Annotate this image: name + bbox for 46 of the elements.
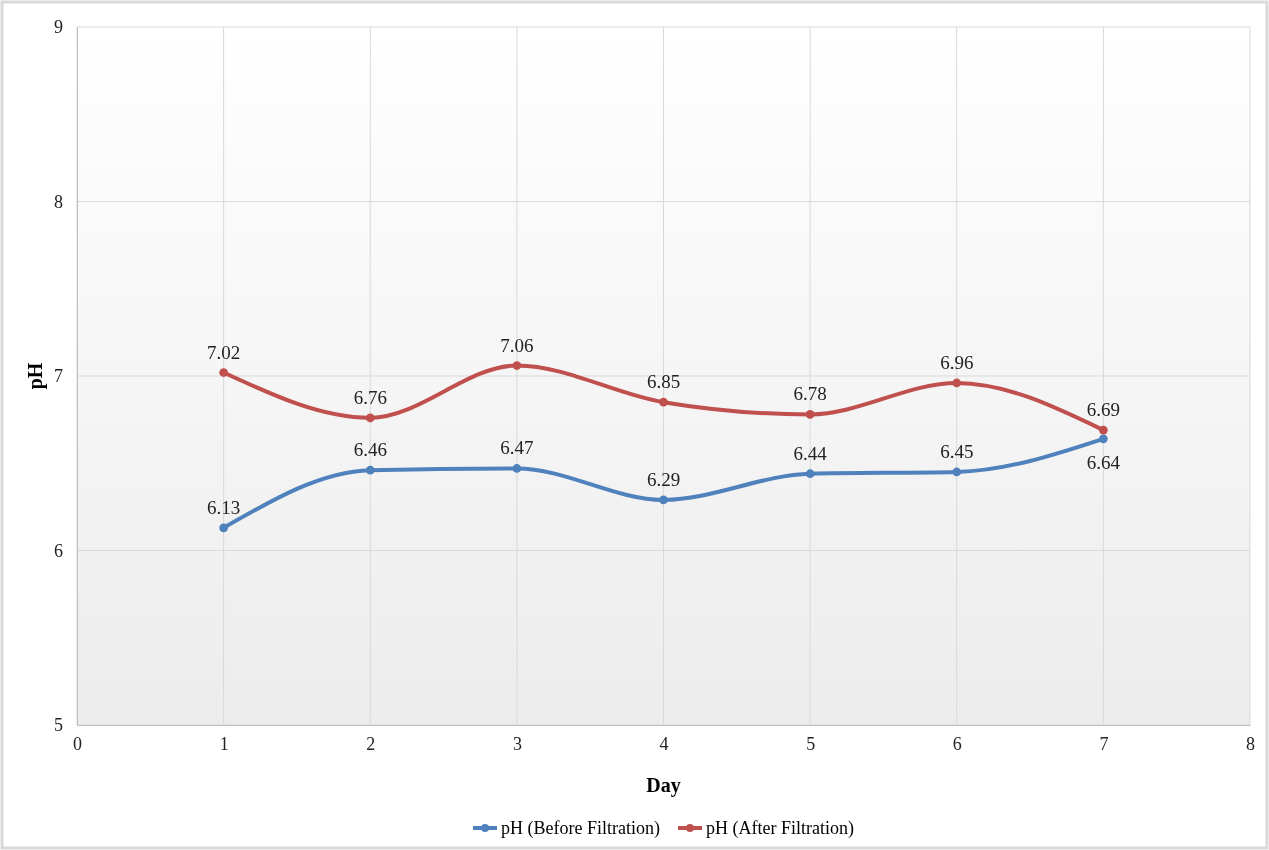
data-label: 6.47 — [500, 437, 534, 459]
data-label: 6.78 — [793, 383, 827, 405]
point — [365, 413, 375, 423]
x-tick-label: 4 — [659, 733, 669, 754]
point — [512, 464, 522, 473]
point — [1099, 425, 1108, 435]
point — [659, 397, 668, 407]
data-label: 6.44 — [793, 442, 828, 464]
x-tick-label: 0 — [73, 733, 82, 754]
legend-label: pH (Before Filtration) — [501, 818, 660, 839]
y-tick-label: 6 — [54, 540, 63, 561]
x-tick-label: 2 — [366, 733, 376, 754]
x-tick-label: 8 — [1246, 733, 1255, 754]
data-label: 6.29 — [646, 468, 681, 490]
x-tick-label: 6 — [952, 733, 962, 754]
data-label: 6.64 — [1086, 451, 1121, 473]
data-label: 6.13 — [207, 496, 241, 518]
data-label: 7.02 — [207, 341, 241, 363]
data-label: 6.96 — [940, 351, 974, 373]
data-label: 6.76 — [353, 386, 387, 408]
point — [512, 361, 522, 370]
data-label: 6.45 — [940, 440, 974, 462]
x-tick-label: 1 — [219, 733, 229, 754]
point — [659, 495, 668, 505]
y-tick-label: 7 — [54, 366, 63, 387]
point — [805, 410, 815, 419]
y-tick-label: 5 — [54, 715, 63, 736]
point — [365, 465, 375, 475]
y-tick-label: 9 — [54, 17, 63, 38]
point — [1099, 434, 1108, 444]
data-label: 6.69 — [1086, 399, 1120, 421]
y-tick-label: 8 — [54, 191, 63, 212]
point — [952, 378, 962, 388]
x-tick-label: 7 — [1099, 733, 1109, 754]
x-tick-label: 3 — [512, 733, 522, 754]
point — [219, 523, 228, 533]
data-label: 7.06 — [500, 334, 534, 356]
data-label: 6.85 — [646, 371, 681, 393]
y-axis-title: pH — [24, 362, 47, 390]
x-tick-label: 5 — [806, 733, 816, 754]
point — [805, 469, 815, 479]
point — [219, 368, 228, 377]
x-axis-title: Day — [646, 774, 681, 797]
point — [952, 467, 962, 477]
legend-label: pH (After Filtration) — [706, 818, 854, 839]
data-label: 6.46 — [353, 439, 387, 461]
